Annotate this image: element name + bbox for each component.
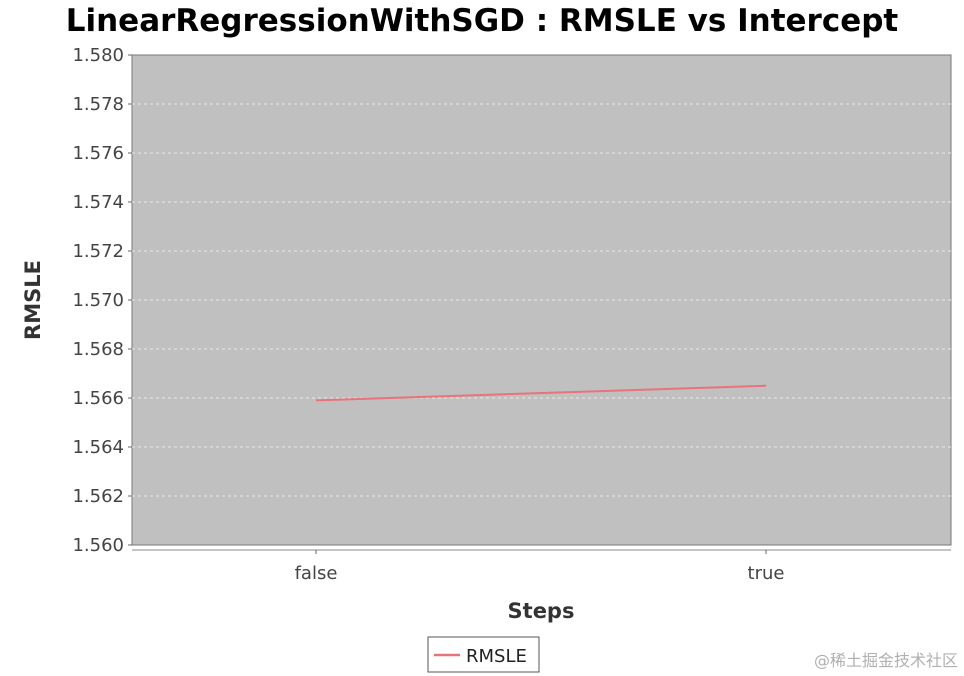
x-axis-ticks: false true	[295, 550, 785, 584]
y-tick-label: 1.576	[72, 143, 124, 164]
legend: RMSLE	[427, 636, 540, 673]
series-layer	[315, 384, 767, 402]
y-tick-label: 1.574	[72, 192, 124, 213]
y-tick-label: 1.578	[72, 94, 124, 115]
y-tick-label: 1.580	[72, 45, 124, 66]
watermark: @稀土掘金技术社区	[814, 651, 958, 670]
x-axis-label: Steps	[508, 599, 575, 623]
y-tick-label: 1.566	[72, 388, 124, 409]
gridlines	[132, 103, 951, 497]
x-tick-label: false	[295, 563, 338, 584]
series-line-rmsle	[315, 384, 767, 402]
legend-label: RMSLE	[466, 646, 527, 667]
y-tick-label: 1.562	[72, 486, 124, 507]
x-tick-label: true	[748, 563, 785, 584]
y-axis-label: RMSLE	[21, 260, 45, 340]
y-tick-label: 1.560	[72, 535, 124, 556]
y-axis-ticks: 1.560 1.562 1.564 1.566 1.568 1.570 1.572 1.574…	[72, 45, 132, 556]
y-tick-label: 1.564	[72, 437, 124, 458]
y-tick-label: 1.572	[72, 241, 124, 262]
y-tick-label: 1.568	[72, 339, 124, 360]
y-tick-label: 1.570	[72, 290, 124, 311]
chart-title: LinearRegressionWithSGD : RMSLE vs Inter…	[66, 3, 899, 39]
